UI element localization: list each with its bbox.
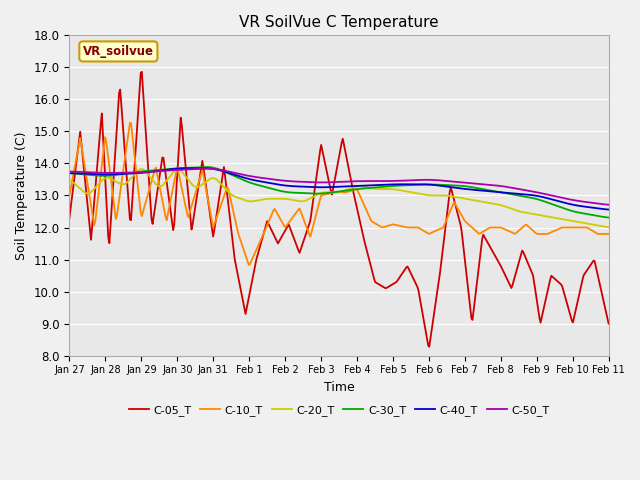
C-05_T — [388, 282, 396, 288]
C-30_T — [605, 215, 612, 220]
C-05_T — [509, 278, 517, 284]
C-40_T — [358, 183, 366, 189]
C-20_T — [358, 184, 366, 190]
Legend: C-05_T, C-10_T, C-20_T, C-30_T, C-40_T, C-50_T: C-05_T, C-10_T, C-20_T, C-30_T, C-40_T, … — [125, 401, 554, 420]
C-30_T — [358, 186, 366, 192]
C-30_T — [326, 190, 333, 195]
C-10_T — [324, 191, 332, 197]
C-50_T — [509, 185, 516, 191]
C-20_T — [326, 190, 333, 195]
C-05_T — [138, 69, 146, 75]
Line: C-40_T: C-40_T — [69, 168, 609, 210]
C-05_T — [323, 168, 330, 173]
C-05_T — [594, 273, 602, 278]
C-10_T — [605, 231, 612, 237]
Title: VR SoilVue C Temperature: VR SoilVue C Temperature — [239, 15, 439, 30]
C-10_T — [509, 230, 517, 236]
C-50_T — [593, 201, 600, 206]
C-40_T — [605, 207, 612, 213]
C-10_T — [388, 222, 396, 228]
Line: C-50_T: C-50_T — [69, 168, 609, 204]
C-50_T — [388, 178, 396, 184]
Line: C-20_T: C-20_T — [69, 169, 609, 227]
C-40_T — [593, 205, 600, 211]
C-40_T — [183, 166, 191, 171]
C-30_T — [65, 170, 73, 176]
C-50_T — [203, 166, 211, 171]
C-30_T — [323, 190, 330, 196]
C-50_T — [65, 168, 73, 174]
Line: C-30_T: C-30_T — [69, 167, 609, 217]
C-05_T — [65, 215, 73, 221]
C-10_T — [594, 231, 602, 237]
C-30_T — [203, 164, 211, 170]
C-05_T — [605, 321, 612, 326]
C-40_T — [323, 184, 330, 190]
C-20_T — [323, 190, 330, 195]
X-axis label: Time: Time — [324, 381, 355, 394]
C-50_T — [605, 202, 612, 207]
C-10_T — [65, 192, 73, 198]
C-50_T — [326, 180, 333, 185]
C-40_T — [326, 184, 333, 190]
C-40_T — [65, 170, 73, 176]
C-20_T — [605, 224, 612, 230]
C-40_T — [509, 191, 516, 196]
C-50_T — [358, 178, 366, 184]
Text: VR_soilvue: VR_soilvue — [83, 45, 154, 58]
C-20_T — [138, 166, 146, 172]
C-10_T — [245, 262, 253, 268]
C-05_T — [426, 344, 433, 349]
Y-axis label: Soil Temperature (C): Soil Temperature (C) — [15, 131, 28, 260]
C-20_T — [509, 206, 516, 212]
C-30_T — [593, 213, 600, 219]
C-20_T — [388, 186, 396, 192]
C-10_T — [327, 191, 335, 196]
C-40_T — [388, 181, 396, 187]
C-30_T — [509, 192, 516, 197]
C-05_T — [358, 229, 366, 235]
Line: C-05_T: C-05_T — [69, 72, 609, 347]
C-30_T — [388, 183, 396, 189]
C-05_T — [326, 183, 333, 189]
C-10_T — [360, 200, 367, 206]
C-20_T — [593, 222, 600, 228]
C-50_T — [323, 180, 330, 185]
C-10_T — [126, 120, 134, 126]
Line: C-10_T: C-10_T — [69, 123, 609, 265]
C-20_T — [65, 177, 73, 183]
